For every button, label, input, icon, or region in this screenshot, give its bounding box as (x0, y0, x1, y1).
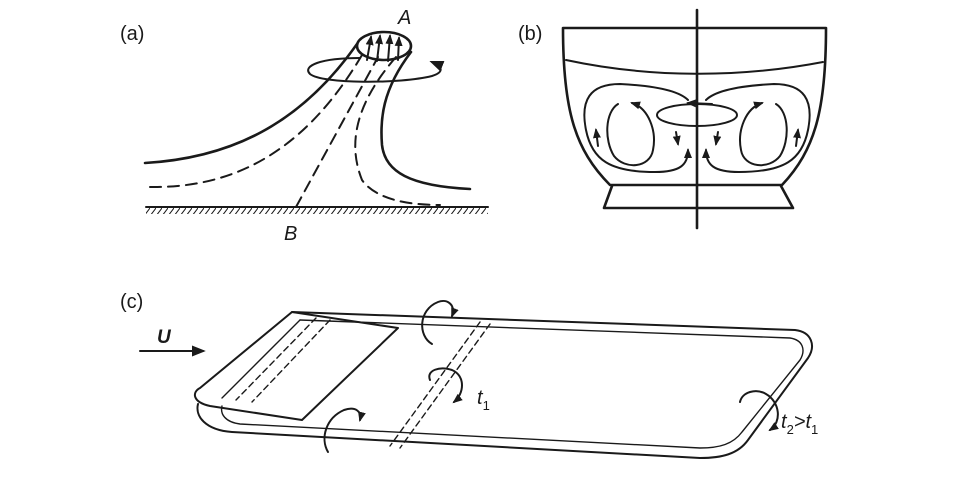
rotation-arrow-top (421, 300, 459, 345)
vortex-position-t1-b (399, 323, 491, 449)
panel-b: (b) (518, 8, 828, 230)
time-t2-label: t2>t1 (781, 411, 818, 437)
circulation-left-inner (606, 101, 655, 166)
velocity-label: U (157, 327, 172, 348)
circulation-right-inner (739, 101, 788, 166)
vortex-left-wall (143, 42, 359, 165)
panel-b-label: (b) (518, 23, 542, 45)
streamline-dashed-center (295, 56, 379, 208)
vortex-loop-inner (220, 319, 804, 449)
point-b-label: B (284, 223, 297, 245)
vortex-right-wall (380, 50, 472, 191)
streamline-dashed-right (354, 56, 441, 206)
swirl-rotation-arrow (307, 57, 445, 83)
vortex-position-t1-a (389, 321, 481, 447)
rotation-arrow-right (739, 390, 779, 432)
rotation-arrow-middle (428, 367, 463, 404)
vortex-loop-outer (196, 311, 813, 459)
streamline-dashed-left (149, 54, 363, 189)
circulation-left-outer (583, 83, 692, 173)
point-a-label: A (397, 7, 411, 29)
panel-a-label: (a) (120, 23, 144, 45)
central-swirl-arrow (686, 99, 713, 108)
vessel-base (602, 184, 795, 210)
vessel-free-surface (565, 59, 824, 75)
time-t1-label: t1 (477, 387, 490, 413)
panel-a: (a) A B (120, 7, 489, 245)
freestream-velocity: U (139, 327, 206, 357)
ground-surface (145, 206, 489, 214)
starting-vortex-sheet (193, 311, 399, 421)
vortex-top-ellipse (355, 30, 413, 62)
rotation-arrow-bottom (323, 407, 366, 453)
panel-c-label: (c) (120, 291, 143, 313)
upflow-arrows (365, 34, 403, 62)
vessel-body (561, 26, 828, 187)
circulation-right-outer (702, 83, 811, 173)
panel-c: (c) U t1 t2>t1 (120, 291, 818, 459)
